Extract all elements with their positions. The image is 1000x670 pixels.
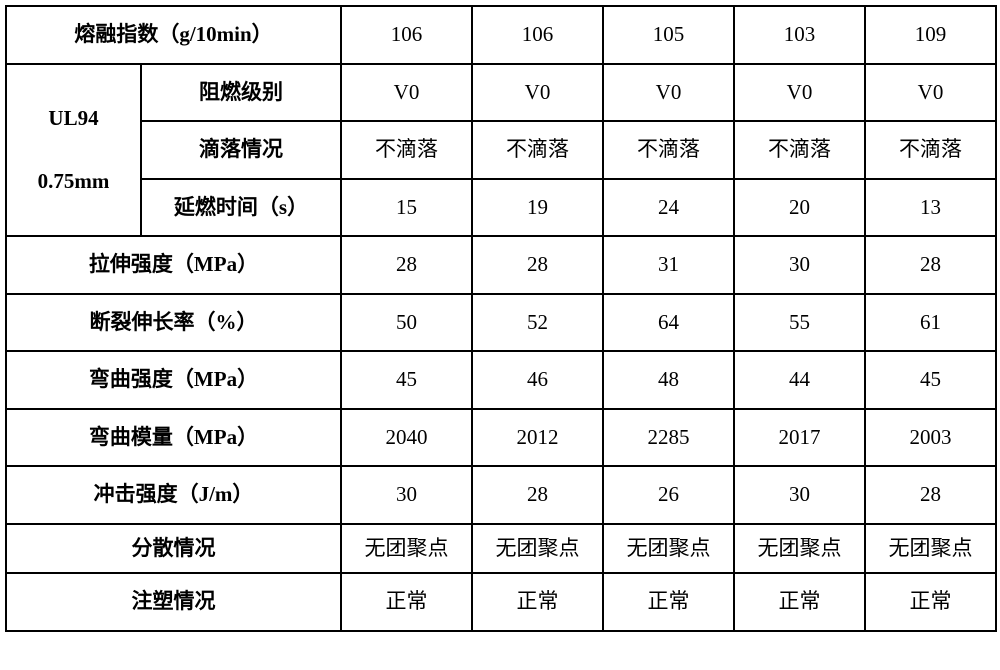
cell: 不滴落 [865,121,996,179]
row-label-flex-modulus: 弯曲模量（MPa） [6,409,341,467]
cell: 正常 [865,573,996,631]
row-label-flex-strength: 弯曲强度（MPa） [6,351,341,409]
cell: 52 [472,294,603,352]
cell: 103 [734,6,865,64]
cell: 55 [734,294,865,352]
cell: 24 [603,179,734,237]
cell: 48 [603,351,734,409]
cell: 31 [603,236,734,294]
cell: 不滴落 [603,121,734,179]
row-label-dripping: 滴落情况 [141,121,341,179]
cell: 2003 [865,409,996,467]
cell: 26 [603,466,734,524]
cell: 13 [865,179,996,237]
cell: 正常 [472,573,603,631]
cell: 50 [341,294,472,352]
cell: 20 [734,179,865,237]
table-row: 滴落情况 不滴落 不滴落 不滴落 不滴落 不滴落 [6,121,996,179]
cell: 28 [472,236,603,294]
table-row: 分散情况 无团聚点 无团聚点 无团聚点 无团聚点 无团聚点 [6,524,996,574]
table-row: 注塑情况 正常 正常 正常 正常 正常 [6,573,996,631]
row-label-dispersion: 分散情况 [6,524,341,574]
cell: V0 [341,64,472,122]
row-label-elongation: 断裂伸长率（%） [6,294,341,352]
cell: 2285 [603,409,734,467]
cell: 2040 [341,409,472,467]
cell: V0 [734,64,865,122]
cell: 无团聚点 [472,524,603,574]
cell: 45 [865,351,996,409]
table-row: 冲击强度（J/m） 30 28 26 30 28 [6,466,996,524]
row-label-molding: 注塑情况 [6,573,341,631]
cell: 无团聚点 [341,524,472,574]
cell: 109 [865,6,996,64]
cell: 无团聚点 [734,524,865,574]
ul94-label-2: 0.75mm [38,169,110,193]
cell: 正常 [341,573,472,631]
cell: 30 [341,466,472,524]
row-label-impact: 冲击强度（J/m） [6,466,341,524]
cell: 15 [341,179,472,237]
cell: 28 [341,236,472,294]
cell: V0 [472,64,603,122]
cell: 正常 [603,573,734,631]
cell: 不滴落 [341,121,472,179]
cell: 2012 [472,409,603,467]
table-row: 拉伸强度（MPa） 28 28 31 30 28 [6,236,996,294]
row-label-tensile: 拉伸强度（MPa） [6,236,341,294]
cell: 无团聚点 [865,524,996,574]
table-row: 弯曲模量（MPa） 2040 2012 2285 2017 2003 [6,409,996,467]
ul94-label-1: UL94 [48,106,98,130]
row-label-ul94: UL94 0.75mm [6,64,141,237]
table-row: 弯曲强度（MPa） 45 46 48 44 45 [6,351,996,409]
row-label-melt-index: 熔融指数（g/10min） [6,6,341,64]
cell: 28 [865,236,996,294]
row-label-afterflame: 延燃时间（s） [141,179,341,237]
cell: 无团聚点 [603,524,734,574]
cell: 不滴落 [734,121,865,179]
cell: 28 [865,466,996,524]
cell: 44 [734,351,865,409]
cell: 45 [341,351,472,409]
cell: 46 [472,351,603,409]
row-label-flame-rating: 阻燃级别 [141,64,341,122]
cell: 不滴落 [472,121,603,179]
cell: 105 [603,6,734,64]
cell: 61 [865,294,996,352]
table-row: UL94 0.75mm 阻燃级别 V0 V0 V0 V0 V0 [6,64,996,122]
cell: 28 [472,466,603,524]
table-row: 熔融指数（g/10min） 106 106 105 103 109 [6,6,996,64]
cell: 30 [734,466,865,524]
table-row: 延燃时间（s） 15 19 24 20 13 [6,179,996,237]
cell: 64 [603,294,734,352]
cell: 2017 [734,409,865,467]
cell: 106 [341,6,472,64]
cell: 106 [472,6,603,64]
cell: 正常 [734,573,865,631]
cell: V0 [603,64,734,122]
cell: 30 [734,236,865,294]
table-row: 断裂伸长率（%） 50 52 64 55 61 [6,294,996,352]
material-properties-table: 熔融指数（g/10min） 106 106 105 103 109 UL94 0… [5,5,997,632]
cell: V0 [865,64,996,122]
cell: 19 [472,179,603,237]
